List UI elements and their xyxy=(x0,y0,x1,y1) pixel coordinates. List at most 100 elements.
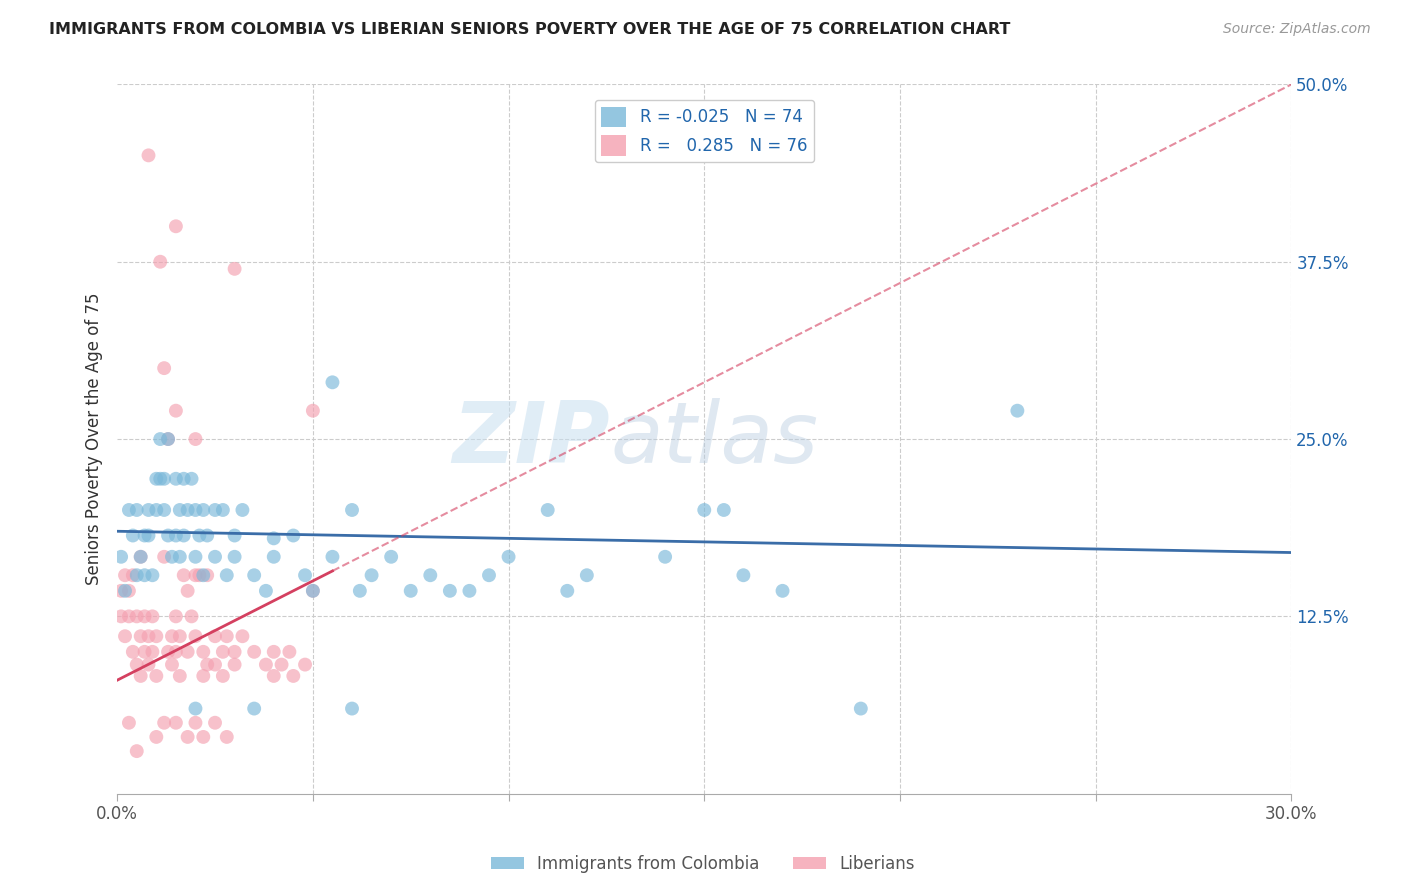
Point xyxy=(138,629,160,643)
Point xyxy=(169,549,191,564)
Point xyxy=(254,583,277,598)
Point xyxy=(118,609,141,624)
Text: atlas: atlas xyxy=(610,398,818,481)
Point xyxy=(254,657,277,672)
Point xyxy=(160,657,183,672)
Point xyxy=(193,645,215,659)
Point xyxy=(129,669,152,683)
Point xyxy=(195,528,218,542)
Point xyxy=(145,669,167,683)
Point xyxy=(224,549,246,564)
Point xyxy=(149,472,172,486)
Point xyxy=(121,645,143,659)
Point xyxy=(575,568,598,582)
Point xyxy=(114,568,136,582)
Point xyxy=(231,503,253,517)
Point xyxy=(278,645,301,659)
Point xyxy=(153,503,176,517)
Point xyxy=(169,629,191,643)
Point xyxy=(555,583,578,598)
Point xyxy=(184,503,207,517)
Point xyxy=(212,645,235,659)
Point xyxy=(141,609,163,624)
Point xyxy=(537,503,560,517)
Point xyxy=(195,568,218,582)
Point xyxy=(231,629,253,643)
Point xyxy=(125,609,148,624)
Point xyxy=(478,568,501,582)
Point xyxy=(176,730,198,744)
Point xyxy=(114,583,136,598)
Point xyxy=(193,568,215,582)
Point xyxy=(153,361,176,376)
Point xyxy=(165,403,187,417)
Point xyxy=(713,503,735,517)
Point xyxy=(302,583,325,598)
Point xyxy=(176,583,198,598)
Point xyxy=(173,568,195,582)
Point xyxy=(138,528,160,542)
Point xyxy=(215,730,238,744)
Point xyxy=(193,503,215,517)
Point xyxy=(125,503,148,517)
Point xyxy=(184,629,207,643)
Point xyxy=(321,549,343,564)
Point xyxy=(263,669,285,683)
Point xyxy=(141,568,163,582)
Point xyxy=(114,629,136,643)
Point xyxy=(153,715,176,730)
Point xyxy=(169,669,191,683)
Point xyxy=(212,503,235,517)
Legend: Immigrants from Colombia, Liberians: Immigrants from Colombia, Liberians xyxy=(484,848,922,880)
Point xyxy=(160,629,183,643)
Point xyxy=(224,657,246,672)
Point xyxy=(302,583,325,598)
Point xyxy=(283,669,305,683)
Point xyxy=(294,657,316,672)
Point xyxy=(145,503,167,517)
Point xyxy=(165,528,187,542)
Point xyxy=(270,657,292,672)
Point xyxy=(165,715,187,730)
Point xyxy=(340,701,363,715)
Point xyxy=(153,549,176,564)
Point xyxy=(215,629,238,643)
Point xyxy=(125,744,148,758)
Point xyxy=(157,528,180,542)
Point xyxy=(165,609,187,624)
Point xyxy=(173,528,195,542)
Point xyxy=(125,657,148,672)
Point xyxy=(180,609,202,624)
Point xyxy=(138,503,160,517)
Point xyxy=(160,549,183,564)
Text: Source: ZipAtlas.com: Source: ZipAtlas.com xyxy=(1223,22,1371,37)
Point xyxy=(121,568,143,582)
Point xyxy=(184,701,207,715)
Point xyxy=(110,583,132,598)
Point xyxy=(263,532,285,546)
Point xyxy=(110,609,132,624)
Point xyxy=(134,568,156,582)
Point xyxy=(184,549,207,564)
Point xyxy=(184,432,207,446)
Point xyxy=(399,583,422,598)
Point xyxy=(302,403,325,417)
Point xyxy=(360,568,382,582)
Point xyxy=(215,568,238,582)
Y-axis label: Seniors Poverty Over the Age of 75: Seniors Poverty Over the Age of 75 xyxy=(86,293,103,585)
Point xyxy=(243,701,266,715)
Point xyxy=(294,568,316,582)
Point xyxy=(169,503,191,517)
Point xyxy=(204,657,226,672)
Text: ZIP: ZIP xyxy=(453,398,610,481)
Point xyxy=(188,528,211,542)
Point xyxy=(176,645,198,659)
Point xyxy=(184,715,207,730)
Point xyxy=(263,645,285,659)
Point xyxy=(145,629,167,643)
Point xyxy=(224,528,246,542)
Point xyxy=(184,568,207,582)
Point xyxy=(340,503,363,517)
Point xyxy=(458,583,481,598)
Point xyxy=(176,503,198,517)
